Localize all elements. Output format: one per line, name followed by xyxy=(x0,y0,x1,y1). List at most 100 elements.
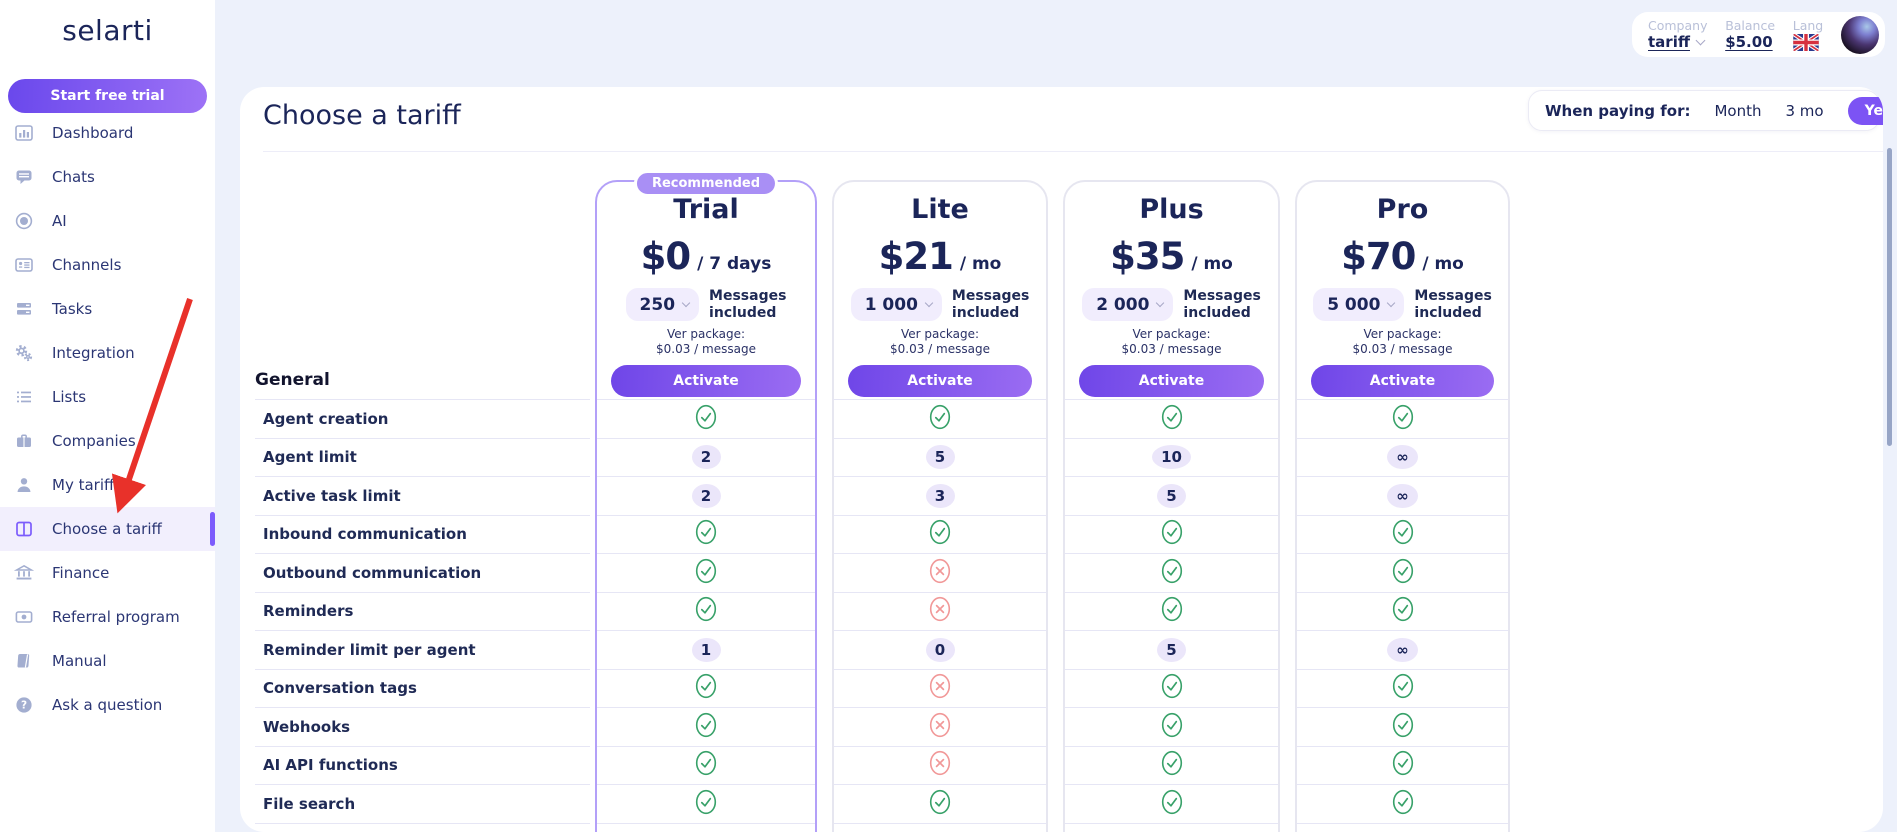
value-pill: 2 xyxy=(691,445,721,470)
package-note: Ver package: $0.03 / message xyxy=(1121,327,1222,356)
sidebar-item-ask-a-question[interactable]: ? Ask a question xyxy=(0,683,215,727)
check-icon xyxy=(1392,712,1414,742)
value-pill: 2 xyxy=(691,483,721,508)
price-value: $70 xyxy=(1341,235,1416,278)
sidebar-item-label: Manual xyxy=(52,652,107,670)
plan-name: Lite xyxy=(911,194,969,225)
topbar-account-widget: Company tariff Balance $5.00 Lang xyxy=(1632,12,1885,57)
check-icon xyxy=(929,404,951,434)
sidebar-item-choose-a-tariff[interactable]: Choose a tariff xyxy=(0,507,215,551)
company-value[interactable]: tariff xyxy=(1648,33,1690,51)
app-logo: selarti xyxy=(62,14,153,47)
title-divider xyxy=(263,151,1883,152)
sidebar-item-ai[interactable]: AI xyxy=(0,199,215,243)
feature-value-pro xyxy=(1297,593,1508,631)
plan-card-trial: Recommended Trial $0 / 7 days 250 Messages in… xyxy=(595,170,817,832)
feature-value-lite xyxy=(834,554,1046,593)
balance-value[interactable]: $5.00 xyxy=(1725,33,1773,51)
feature-value-pro xyxy=(1297,708,1508,747)
messages-included-label: Messages included xyxy=(1183,288,1261,321)
main-panel: Choose a tariff When paying for: Month 3… xyxy=(240,87,1883,832)
plan-name: Trial xyxy=(673,194,739,225)
sidebar-item-referral-program[interactable]: Referral program xyxy=(0,595,215,639)
feature-value-plus: 10 xyxy=(1065,439,1278,477)
value-pill: ∞ xyxy=(1387,637,1418,662)
feature-value-pro: ∞ xyxy=(1297,631,1508,670)
cross-icon xyxy=(929,558,951,588)
section-header-plan-cell xyxy=(1297,362,1508,400)
package-note: Ver package: $0.03 / message xyxy=(890,327,990,356)
value-pill: 1 xyxy=(691,637,721,662)
billing-option-3mo[interactable]: 3 mo xyxy=(1785,101,1824,120)
feature-value-trial: 2 xyxy=(597,477,815,516)
sidebar-item-integration[interactable]: Integration xyxy=(0,331,215,375)
check-icon xyxy=(695,558,717,588)
uk-flag-icon[interactable] xyxy=(1792,34,1819,51)
sidebar-item-dashboard[interactable]: Dashboard xyxy=(0,111,215,155)
feature-value-trial xyxy=(597,747,815,785)
sidebar-item-manual[interactable]: Manual xyxy=(0,639,215,683)
sidebar: selarti Start free trial Dashboard Chats A… xyxy=(0,0,215,832)
billing-option-month[interactable]: Month xyxy=(1714,101,1762,120)
sidebar-item-tasks[interactable]: Tasks xyxy=(0,287,215,331)
sidebar-item-companies[interactable]: Companies xyxy=(0,419,215,463)
sidebar-item-finance[interactable]: Finance xyxy=(0,551,215,595)
feature-value-lite xyxy=(834,593,1046,631)
messages-count: 5 000 xyxy=(1327,294,1381,315)
feature-value-plus xyxy=(1065,708,1278,747)
activate-button[interactable]: Activate xyxy=(848,365,1032,397)
sidebar-item-label: Tasks xyxy=(52,300,93,318)
chevron-down-icon xyxy=(1387,298,1396,307)
section-header: General xyxy=(255,369,330,390)
start-free-trial-button[interactable]: Start free trial xyxy=(8,79,207,113)
check-icon xyxy=(695,596,717,626)
check-icon xyxy=(1161,789,1183,819)
table-row-reminder-limit-per-agent: Reminder limit per agent 1 0 5 ∞ xyxy=(240,631,1883,670)
check-icon xyxy=(1392,789,1414,819)
price-period: / mo xyxy=(1191,254,1233,274)
vertical-scrollbar[interactable] xyxy=(1887,148,1892,446)
messages-dropdown[interactable]: 1 000 xyxy=(850,288,942,321)
price-period: / 7 days xyxy=(697,254,772,274)
messages-dropdown[interactable]: 5 000 xyxy=(1313,288,1405,321)
sidebar-item-my-tariff[interactable]: My tariff xyxy=(0,463,215,507)
feature-value-lite xyxy=(834,708,1046,747)
activate-button[interactable]: Activate xyxy=(1079,365,1264,397)
value-pill: 3 xyxy=(925,483,955,508)
user-avatar[interactable] xyxy=(1840,15,1879,54)
balance-widget[interactable]: Balance $5.00 xyxy=(1725,18,1775,51)
feature-value-plus xyxy=(1065,516,1278,554)
feature-value-trial xyxy=(597,708,815,747)
feature-label: Reminder limit per agent xyxy=(255,631,590,670)
activate-button[interactable]: Activate xyxy=(1311,365,1494,397)
messages-dropdown[interactable]: 2 000 xyxy=(1082,288,1174,321)
company-selector[interactable]: Company tariff xyxy=(1648,18,1707,51)
balance-label: Balance xyxy=(1725,18,1776,33)
language-selector[interactable]: Lang xyxy=(1792,18,1823,51)
feature-value-lite xyxy=(834,670,1046,708)
feature-value-pro xyxy=(1297,400,1508,439)
chevron-down-icon xyxy=(1695,35,1706,46)
sidebar-item-chats[interactable]: Chats xyxy=(0,155,215,199)
sidebar-item-label: Integration xyxy=(52,344,135,362)
sidebar-nav: Dashboard Chats AI Channels Tasks Integration… xyxy=(0,111,215,727)
feature-value-lite xyxy=(834,400,1046,439)
feature-value-pro xyxy=(1297,785,1508,824)
billing-option-year[interactable]: Year xyxy=(1847,96,1883,125)
sidebar-item-lists[interactable]: Lists xyxy=(0,375,215,419)
activate-button[interactable]: Activate xyxy=(611,365,801,397)
feature-label: Inbound communication xyxy=(255,516,590,554)
chevron-down-icon xyxy=(681,298,691,307)
package-note: Ver package: $0.03 / message xyxy=(656,327,756,356)
sidebar-item-channels[interactable]: Channels xyxy=(0,243,215,287)
price-value: $35 xyxy=(1110,235,1185,278)
plan-card-plus: Plus $35 / mo 2 000 Messages included Ver pac… xyxy=(1063,180,1280,832)
sidebar-item-label: Channels xyxy=(52,256,122,274)
feature-label: File search xyxy=(255,785,590,824)
briefcase-icon xyxy=(14,431,34,451)
check-icon xyxy=(929,789,951,819)
messages-dropdown[interactable]: 250 xyxy=(625,288,700,321)
chat-bubble-icon xyxy=(14,167,34,187)
check-icon xyxy=(1392,673,1414,703)
feature-value-trial xyxy=(597,670,815,708)
